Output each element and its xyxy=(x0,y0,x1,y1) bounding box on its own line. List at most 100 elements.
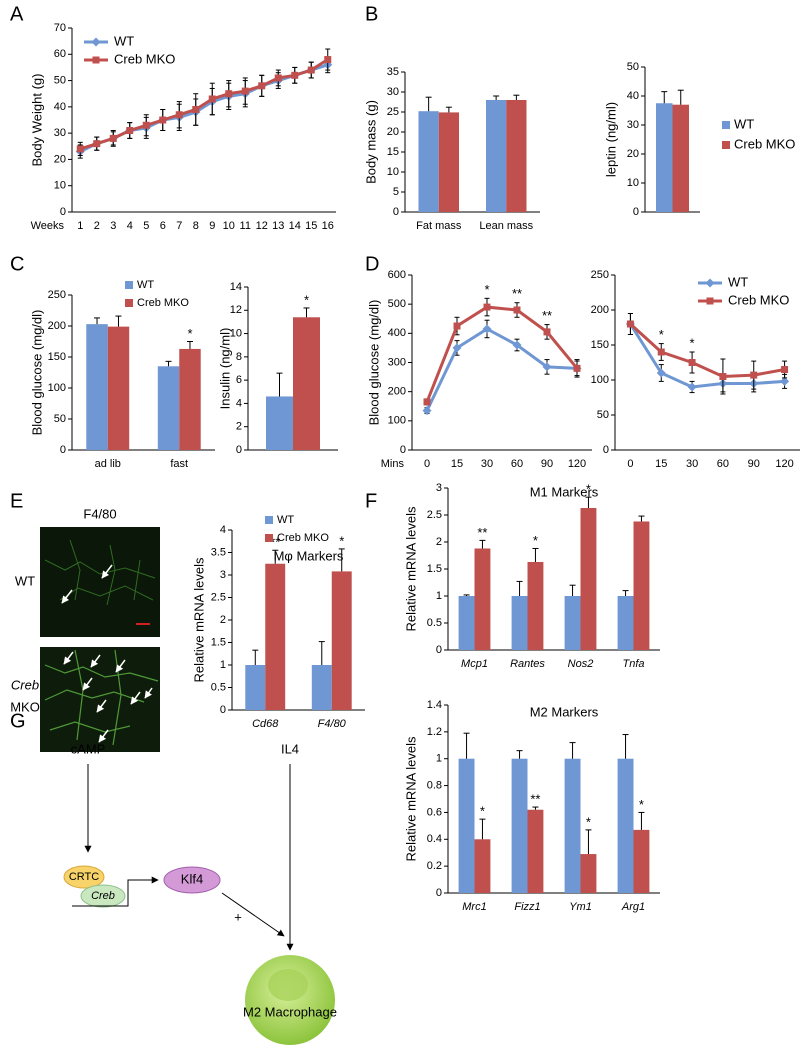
series-line xyxy=(425,327,578,412)
bar xyxy=(633,829,650,893)
bar xyxy=(179,348,201,450)
point xyxy=(307,66,315,74)
x-tick-label: 30 xyxy=(481,458,493,470)
x-tick-label: 0 xyxy=(424,458,430,470)
y-tick-label: 300 xyxy=(388,356,406,368)
significance-label: * xyxy=(659,327,664,342)
legend-swatch xyxy=(265,516,273,524)
y-tick-label: 20 xyxy=(387,126,399,138)
bar xyxy=(265,563,286,710)
x-tick-label: 4 xyxy=(127,220,133,232)
point xyxy=(76,145,84,153)
bar xyxy=(580,507,597,650)
x-tick-label: 5 xyxy=(143,220,149,232)
y-tick-label: 3 xyxy=(220,569,226,581)
node-label: CRTC xyxy=(69,871,99,883)
point xyxy=(453,322,461,330)
node-label: IL4 xyxy=(281,741,299,756)
y-tick-label: 100 xyxy=(388,415,406,427)
significance-label: * xyxy=(339,533,344,548)
point xyxy=(483,303,491,311)
point xyxy=(781,366,789,373)
x-tick-label: ad lib xyxy=(95,458,121,470)
x-tick-label: 13 xyxy=(272,220,284,232)
x-tick-label: 10 xyxy=(223,220,235,232)
legend-marker xyxy=(92,56,100,64)
bar xyxy=(157,366,180,450)
tissue xyxy=(44,649,159,746)
series-line xyxy=(629,322,785,379)
bar xyxy=(633,521,650,650)
x-tick-label: 16 xyxy=(322,220,334,232)
x-tick-label: 60 xyxy=(717,458,729,470)
promoter xyxy=(72,876,159,907)
point xyxy=(423,398,431,406)
point xyxy=(208,95,216,103)
node-label: cAMP xyxy=(71,741,106,756)
crtc-node xyxy=(63,865,105,889)
legend-label: WT xyxy=(728,274,748,289)
x-tick-label: fast xyxy=(170,458,188,470)
y-tick-label: 50 xyxy=(627,61,639,73)
y-tick-label: 20 xyxy=(54,153,66,165)
y-tick-label: 6 xyxy=(236,374,242,386)
significance-label: ** xyxy=(512,286,522,301)
y-tick-label: 40 xyxy=(627,90,639,102)
y-tick-label: 3 xyxy=(436,482,442,494)
bar xyxy=(617,596,634,650)
y-tick-label: 0 xyxy=(60,206,66,218)
point xyxy=(126,127,134,135)
creb-node xyxy=(80,884,126,908)
point xyxy=(687,382,697,392)
series-line xyxy=(79,58,329,151)
point xyxy=(452,343,462,353)
y-axis-label: Body mass (g) xyxy=(363,100,378,184)
y-tick-label: 0.6 xyxy=(427,806,442,818)
x-tick-label: 8 xyxy=(193,220,199,232)
x-tick-label: Ym1 xyxy=(569,901,592,913)
bar xyxy=(474,839,491,893)
series-line xyxy=(629,323,785,389)
chart-title: M2 Markers xyxy=(530,704,599,719)
bar xyxy=(486,100,507,212)
x-tick-label: 90 xyxy=(541,458,553,470)
node-label: M2 Macrophage xyxy=(243,1004,337,1019)
x-tick-label: Mrc1 xyxy=(462,901,486,913)
legend-label: Creb MKO xyxy=(137,297,189,309)
y-axis-label: Blood glucose (mg/dl) xyxy=(29,310,44,436)
y-tick-label: 200 xyxy=(388,386,406,398)
y-tick-label: 30 xyxy=(54,127,66,139)
y-axis-label: Relative mRNA levels xyxy=(403,506,418,631)
y-tick-label: 30 xyxy=(387,86,399,98)
x-tick-label: 0 xyxy=(627,458,633,470)
bar xyxy=(617,758,634,893)
y-axis-label: Body Weight (g) xyxy=(29,74,44,167)
point xyxy=(159,116,167,124)
legend-label: WT xyxy=(114,33,134,48)
y-axis-label: Relative mRNA levels xyxy=(403,736,418,861)
point xyxy=(324,56,332,64)
bar xyxy=(511,596,528,650)
x-axis-label: Weeks xyxy=(31,220,65,232)
point xyxy=(422,406,432,416)
legend-marker xyxy=(706,297,714,305)
y-tick-label: 250 xyxy=(591,269,609,281)
x-tick-label: 3 xyxy=(110,220,116,232)
x-tick-label: Arg1 xyxy=(621,901,645,913)
y-tick-label: 0 xyxy=(436,887,442,899)
legend-label: Creb MKO xyxy=(277,532,329,544)
x-tick-label: 11 xyxy=(240,220,251,232)
significance-label: * xyxy=(480,804,485,819)
x-tick-label: 1 xyxy=(77,220,83,232)
y-tick-label: 100 xyxy=(48,382,66,394)
x-tick-label: 60 xyxy=(511,458,523,470)
significance-label: ** xyxy=(530,791,540,806)
bar xyxy=(266,396,293,450)
chart-title: Mφ Markers xyxy=(274,548,344,563)
x-tick-label: 15 xyxy=(451,458,463,470)
y-tick-label: 0 xyxy=(436,644,442,656)
point xyxy=(719,373,727,380)
micrograph-image xyxy=(40,647,160,752)
legend-label: WT xyxy=(734,116,754,131)
